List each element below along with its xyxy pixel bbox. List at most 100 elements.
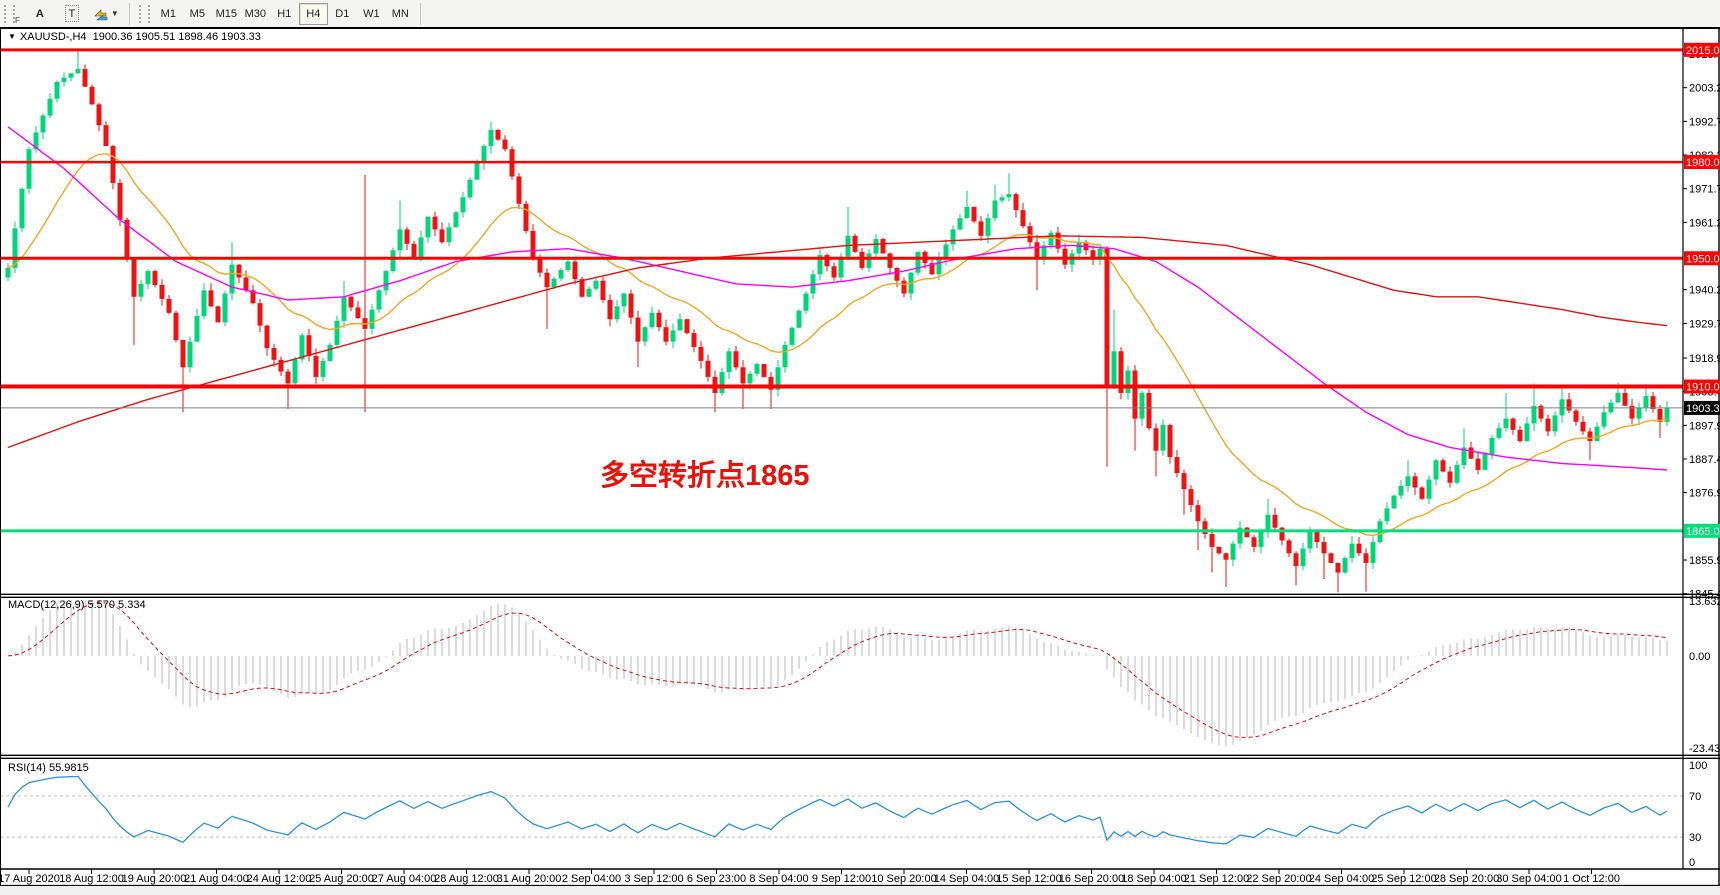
candle-body <box>215 306 221 323</box>
candle-body <box>1237 527 1243 544</box>
candle-body <box>264 325 270 349</box>
candle-body <box>1328 553 1334 563</box>
candle-body <box>1097 248 1103 259</box>
timeframe-button-MN[interactable]: MN <box>391 7 409 20</box>
candle-body <box>1482 453 1488 470</box>
candle-body <box>1489 437 1495 454</box>
candle-body <box>1258 530 1264 547</box>
price-tick-label: 1897.90 <box>1689 420 1720 432</box>
candle-body <box>565 261 571 271</box>
candle-body <box>1132 370 1138 419</box>
time-tick-label: 10 Sep 20:00 <box>871 873 936 885</box>
candle-body <box>1013 194 1019 211</box>
candle-body <box>775 367 781 390</box>
timeframe-button-W1[interactable]: W1 <box>363 7 380 20</box>
toolbar-grip[interactable] <box>4 4 15 23</box>
candle-body <box>642 327 648 342</box>
time-tick-label: 28 Aug 12:00 <box>434 873 499 885</box>
candle-body <box>243 277 249 291</box>
candle-body <box>831 266 837 278</box>
label-a-icon[interactable]: A <box>35 7 44 20</box>
time-tick-label: 28 Sep 20:00 <box>1434 873 1499 885</box>
candle-body <box>600 280 606 300</box>
status-strip <box>0 886 1720 895</box>
chart-annotation-text[interactable]: 多空转折点1865 <box>600 460 810 492</box>
time-tick-label: 2 Sep 04:00 <box>562 873 621 885</box>
candle-body <box>1293 553 1299 567</box>
chart-canvas[interactable]: 2013.702003.201992.701982.201971.701961.… <box>0 27 1720 887</box>
candle-body <box>1139 392 1145 419</box>
price-axis[interactable]: 2013.702003.201992.701982.201971.701961.… <box>1683 42 1720 601</box>
candle-body <box>950 229 956 245</box>
candle-body <box>1041 245 1047 259</box>
candle-body <box>887 253 893 268</box>
candle-body <box>166 298 172 313</box>
timeframe-button-M5[interactable]: M5 <box>189 7 205 20</box>
timeframe-button-H4[interactable]: H4 <box>298 2 328 25</box>
candle-body <box>936 259 942 275</box>
time-tick-label: 22 Sep 20:00 <box>1246 873 1311 885</box>
candle-body <box>929 263 935 275</box>
candle-body <box>1055 232 1061 249</box>
candle-body <box>432 216 438 230</box>
candle-body <box>250 290 256 304</box>
candle-body <box>1286 540 1292 554</box>
level-lines[interactable] <box>0 48 1683 533</box>
time-tick-label: 3 Sep 12:00 <box>624 873 683 885</box>
candle-body <box>1335 562 1341 573</box>
axis-price-chip <box>1684 42 1720 57</box>
candle-body <box>103 125 109 147</box>
candle-body <box>649 312 655 328</box>
candle-body <box>1461 447 1467 466</box>
time-tick-label: 14 Sep 04:00 <box>934 873 999 885</box>
candle-body <box>985 218 991 236</box>
candle-body <box>1223 553 1229 560</box>
candle-body <box>656 312 662 328</box>
candle-body <box>1440 460 1446 472</box>
candle-body <box>516 176 522 204</box>
candle-body <box>719 372 725 393</box>
candle-body <box>1433 460 1439 480</box>
ohlc-readout: 1900.36 1905.51 1898.46 1903.33 <box>92 31 261 43</box>
time-tick-label: 21 Sep 12:00 <box>1184 873 1249 885</box>
axis-price-chip-label: 1910.00 <box>1686 382 1720 394</box>
candle-body <box>698 346 704 361</box>
timeframe-grip[interactable] <box>138 4 150 23</box>
candle-body <box>866 253 872 268</box>
candle-body <box>817 255 823 275</box>
rsi-indicator-label: RSI(14) 55.9815 <box>8 762 89 774</box>
candle-body <box>1510 418 1516 430</box>
quote-dropdown-icon[interactable]: ▼ <box>8 32 16 41</box>
arrow-tools-icon[interactable]: ▼ <box>88 3 124 25</box>
timeframe-button-H1[interactable]: H1 <box>277 7 292 20</box>
timeframe-button-M15[interactable]: M15 <box>215 7 238 20</box>
candle-body <box>1167 425 1173 458</box>
candle-body <box>418 237 424 259</box>
macd-panel[interactable] <box>7 600 1668 747</box>
candle-body <box>26 149 32 189</box>
candle-body <box>558 270 564 279</box>
toolbar: F A T ▼ M1 M5 M15 M30 H1 H4 D1 W1 MN <box>0 0 1720 28</box>
candlestick-series[interactable] <box>5 48 1670 593</box>
time-tick-label: 17 Aug 2020 <box>0 873 60 885</box>
candle-body <box>943 244 949 260</box>
candle-body <box>1524 423 1530 442</box>
candle-body <box>1034 242 1040 259</box>
candle-body <box>838 256 844 278</box>
candle-body <box>1370 542 1376 563</box>
axis-price-chip-label: 1903.33 <box>1686 403 1720 415</box>
price-tick-label: 1876.90 <box>1689 488 1720 500</box>
time-tick-label: 6 Sep 23:00 <box>687 873 746 885</box>
timeframe-button-M1[interactable]: M1 <box>160 7 176 20</box>
timeframe-button-D1[interactable]: D1 <box>335 7 350 20</box>
rsi-panel[interactable] <box>0 775 1683 845</box>
toolbar-separator-2 <box>419 2 421 25</box>
text-tool-icon[interactable]: T <box>56 3 88 25</box>
time-tick-label: 21 Aug 04:00 <box>184 873 249 885</box>
candle-body <box>1251 537 1257 547</box>
ma-magenta-line-group <box>7 126 1668 471</box>
timeframe-button-M30[interactable]: M30 <box>244 7 267 20</box>
candle-body <box>145 271 151 284</box>
candle-body <box>159 284 165 299</box>
